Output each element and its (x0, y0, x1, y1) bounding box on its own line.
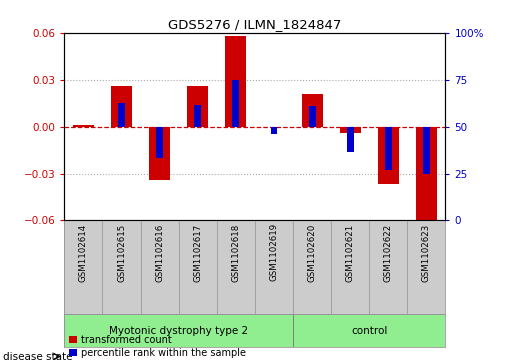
Bar (416, 127, 437, 228)
Bar (232, 79, 239, 127)
Text: GSM1102622: GSM1102622 (384, 223, 393, 282)
Bar (118, 103, 125, 127)
Bar (149, 127, 170, 180)
Bar (308, 106, 316, 127)
Bar (423, 127, 430, 174)
Text: GSM1102615: GSM1102615 (117, 223, 126, 282)
Text: GSM1102618: GSM1102618 (231, 223, 241, 282)
Text: GSM1102614: GSM1102614 (79, 223, 88, 282)
Bar (73, 125, 94, 127)
Text: GSM1102621: GSM1102621 (346, 223, 355, 282)
Bar (156, 127, 163, 158)
Bar (194, 105, 201, 127)
Text: Myotonic dystrophy type 2: Myotonic dystrophy type 2 (109, 326, 248, 335)
Bar (385, 127, 392, 170)
Bar (187, 86, 208, 127)
Bar (378, 127, 399, 184)
Bar (226, 36, 246, 127)
Text: GSM1102616: GSM1102616 (155, 223, 164, 282)
Bar (270, 127, 278, 134)
Legend: transformed count, percentile rank within the sample: transformed count, percentile rank withi… (69, 335, 246, 358)
Text: GSM1102623: GSM1102623 (422, 223, 431, 282)
Text: GSM1102620: GSM1102620 (307, 223, 317, 282)
Text: disease state: disease state (3, 352, 72, 362)
Text: GSM1102617: GSM1102617 (193, 223, 202, 282)
Text: control: control (351, 326, 387, 335)
Bar (293, 314, 445, 347)
Title: GDS5276 / ILMN_1824847: GDS5276 / ILMN_1824847 (168, 19, 341, 32)
Bar (64, 314, 293, 347)
Bar (302, 94, 322, 127)
Bar (340, 127, 360, 133)
Bar (347, 127, 354, 152)
Text: GSM1102619: GSM1102619 (269, 223, 279, 281)
Bar (111, 86, 132, 127)
